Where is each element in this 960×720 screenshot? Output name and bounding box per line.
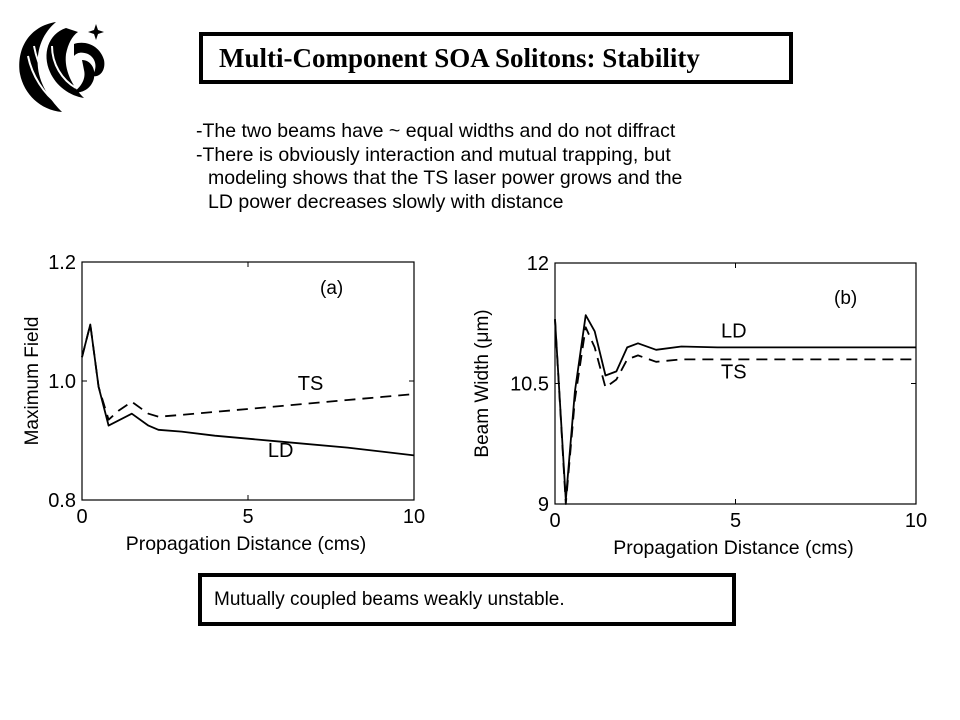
series-label-ld: LD	[721, 321, 747, 343]
series-line-ld	[554, 314, 916, 501]
series-line-ts	[81, 323, 415, 421]
bullet-line: LD power decreases slowly with distance	[208, 190, 564, 213]
bullet-line: -There is obviously interaction and mutu…	[196, 143, 671, 166]
series-label-ld: LD	[268, 440, 294, 462]
series-label-ts: TS	[298, 373, 324, 395]
bullet-list: -The two beams have ~ equal widths and d…	[196, 120, 816, 214]
slide-title: Multi-Component SOA Solitons: Stability	[219, 42, 700, 73]
y-tick-label: 12	[527, 253, 549, 275]
chart-panel-a: 0 5 10 0.8 1.0 1.2 TS LD (a) Propagation Distance…	[22, 252, 425, 555]
chart-area: 0 5 10 0.8 1.0 1.2 TS LD (a) Propagation Distance…	[22, 252, 927, 559]
x-tick-label: 0	[76, 506, 87, 528]
y-tick-label: 0.8	[48, 490, 76, 512]
university-logo	[12, 16, 112, 116]
x-tick-label: 5	[242, 506, 253, 528]
chart-panel-b: 0 5 10 9 10.5 12 LD TS (b) Propagation Distance (…	[472, 253, 927, 559]
conclusion-box: Mutually coupled beams weakly unstable.	[198, 573, 736, 626]
y-axis-label: Beam Width (μm)	[472, 309, 493, 457]
plot-frame	[81, 261, 415, 501]
x-tick-label: 5	[730, 510, 741, 532]
y-tick-label: 9	[538, 494, 549, 516]
conclusion-text: Mutually coupled beams weakly unstable.	[214, 588, 565, 610]
y-tick-label: 1.0	[48, 371, 76, 393]
y-tick-label: 1.2	[48, 252, 76, 274]
series-label-ts: TS	[721, 362, 747, 384]
series-line-ld	[81, 323, 415, 457]
bullet-item: -There is obviously interaction and mutu…	[196, 144, 816, 215]
bullet-line: -The two beams have ~ equal widths and d…	[196, 120, 676, 142]
panel-label: (a)	[320, 278, 343, 299]
x-tick-label: 0	[549, 510, 560, 532]
y-axis-label: Maximum Field	[22, 317, 43, 446]
y-tick-label: 10.5	[510, 374, 549, 396]
panel-label: (b)	[834, 288, 857, 309]
bullet-item: -The two beams have ~ equal widths and d…	[196, 120, 816, 144]
x-tick-label: 10	[403, 506, 425, 528]
slide-title-box: Multi-Component SOA Solitons: Stability	[199, 32, 793, 84]
bullet-line: modeling shows that the TS laser power g…	[208, 167, 683, 189]
x-axis-label: Propagation Distance (cms)	[126, 533, 367, 555]
x-tick-label: 10	[905, 510, 927, 532]
series-line-ts	[554, 319, 916, 505]
x-axis-label: Propagation Distance (cms)	[613, 537, 854, 559]
